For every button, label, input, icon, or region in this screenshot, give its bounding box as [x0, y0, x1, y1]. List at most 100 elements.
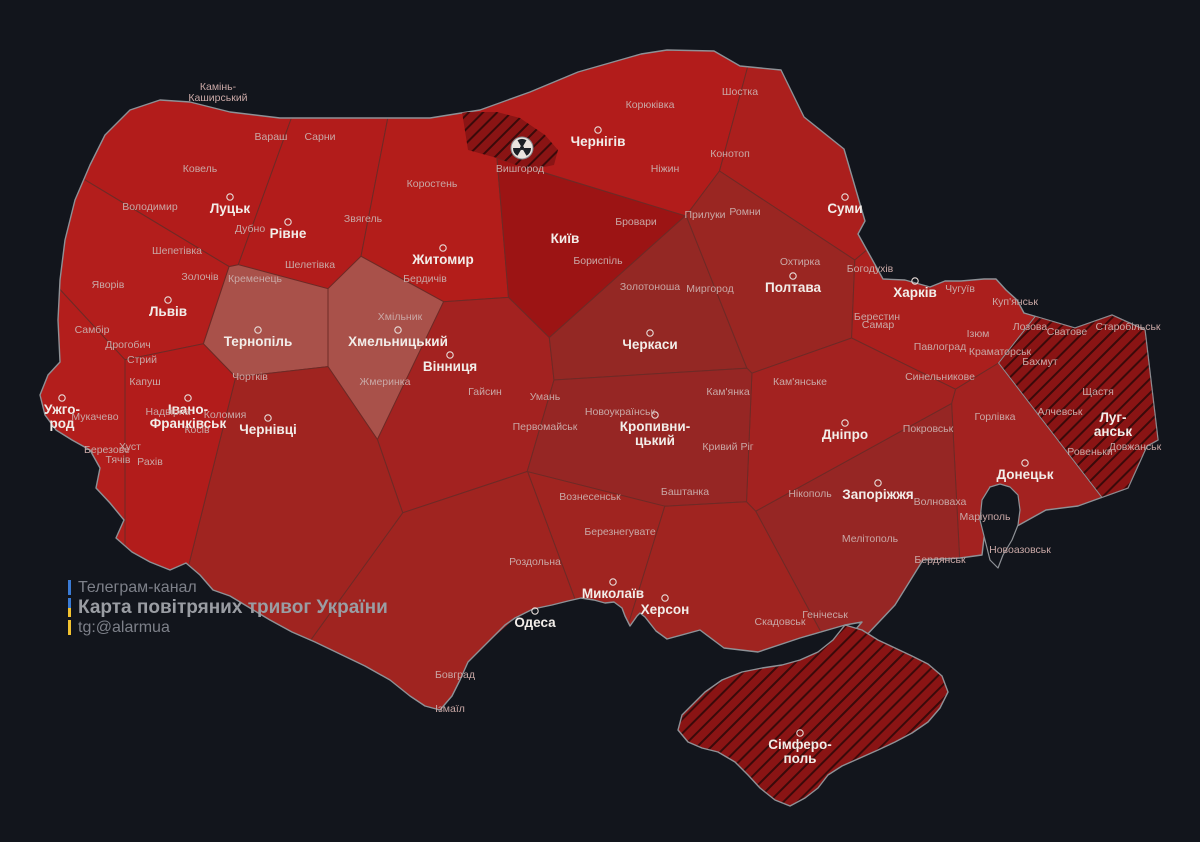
- svg-text:Ніжин: Ніжин: [651, 163, 680, 175]
- svg-text:Коломия: Коломия: [204, 409, 247, 421]
- svg-text:Бовград: Бовград: [435, 669, 475, 681]
- svg-text:Кременець: Кременець: [228, 273, 283, 285]
- svg-text:Шостка: Шостка: [722, 86, 758, 98]
- svg-text:Миргород: Миргород: [686, 283, 733, 295]
- svg-text:Умань: Умань: [530, 391, 561, 403]
- svg-text:Тернопіль: Тернопіль: [224, 334, 293, 349]
- svg-text:Ізмаїл: Ізмаїл: [435, 703, 465, 715]
- svg-text:Новоазовськ: Новоазовськ: [989, 544, 1051, 556]
- svg-text:Кривий Ріг: Кривий Ріг: [702, 441, 753, 453]
- svg-text:Алчевськ: Алчевськ: [1038, 406, 1083, 418]
- svg-text:Бориспіль: Бориспіль: [573, 255, 623, 267]
- svg-text:Харків: Харків: [893, 285, 937, 300]
- svg-text:Мелітополь: Мелітополь: [842, 533, 899, 545]
- svg-text:Скадовськ: Скадовськ: [755, 616, 806, 628]
- svg-text:Маріуполь: Маріуполь: [959, 511, 1011, 523]
- svg-text:Косів: Косів: [184, 424, 210, 436]
- svg-text:Генічеськ: Генічеськ: [802, 609, 848, 621]
- svg-text:Сарни: Сарни: [304, 131, 335, 143]
- svg-text:Херсон: Херсон: [641, 602, 690, 617]
- svg-text:Вінниця: Вінниця: [423, 359, 477, 374]
- svg-text:Надвірна: Надвірна: [146, 406, 191, 418]
- svg-text:Горлівка: Горлівка: [974, 411, 1015, 423]
- svg-text:Львів: Львів: [149, 304, 187, 319]
- svg-text:Чернігів: Чернігів: [571, 134, 626, 149]
- svg-text:Синельникове: Синельникове: [905, 371, 975, 383]
- svg-text:анськ: анськ: [1094, 424, 1132, 439]
- svg-text:Ізюм: Ізюм: [967, 328, 990, 340]
- svg-text:Богодухів: Богодухів: [847, 263, 894, 275]
- svg-text:Луцьк: Луцьк: [210, 201, 251, 216]
- svg-text:поль: поль: [784, 751, 817, 766]
- svg-text:Золочів: Золочів: [181, 271, 219, 283]
- svg-text:Волноваха: Волноваха: [914, 496, 967, 508]
- svg-text:Рахів: Рахів: [137, 456, 163, 468]
- svg-text:Київ: Київ: [551, 231, 580, 246]
- svg-text:Ковель: Ковель: [183, 163, 218, 175]
- svg-text:Кам'янка: Кам'янка: [706, 386, 749, 398]
- svg-text:Чугуїв: Чугуїв: [945, 283, 975, 295]
- svg-text:Вишгород: Вишгород: [496, 163, 544, 175]
- svg-text:Рівне: Рівне: [270, 226, 307, 241]
- svg-text:Сімферо-: Сімферо-: [768, 737, 831, 752]
- svg-text:Самар: Самар: [862, 319, 895, 331]
- svg-text:Луг-: Луг-: [1099, 410, 1126, 425]
- svg-text:Конотоп: Конотоп: [710, 148, 750, 160]
- svg-text:Самбір: Самбір: [75, 324, 110, 336]
- svg-text:Бровари: Бровари: [615, 216, 657, 228]
- svg-text:Прилуки: Прилуки: [684, 209, 725, 221]
- svg-text:Куп'янськ: Куп'янськ: [992, 296, 1038, 308]
- svg-text:Золотоноша: Золотоноша: [620, 281, 680, 293]
- svg-text:Звягель: Звягель: [344, 213, 383, 225]
- svg-text:Кропивни-: Кропивни-: [620, 419, 690, 434]
- svg-text:Ромни: Ромни: [729, 206, 760, 218]
- svg-text:Бердянськ: Бердянськ: [914, 554, 966, 566]
- svg-text:Одеса: Одеса: [514, 615, 556, 630]
- svg-text:Вараш: Вараш: [255, 131, 288, 143]
- svg-text:цький: цький: [635, 433, 675, 448]
- svg-text:Хуст: Хуст: [119, 441, 141, 453]
- svg-text:Миколаїв: Миколаїв: [582, 586, 644, 601]
- svg-text:Хмельницький: Хмельницький: [348, 334, 448, 349]
- svg-text:Дубно: Дубно: [235, 223, 266, 235]
- svg-text:Володимир: Володимир: [122, 201, 178, 213]
- svg-text:Старобільськ: Старобільськ: [1095, 321, 1160, 333]
- svg-text:Коростень: Коростень: [407, 178, 458, 190]
- svg-text:Мукачево: Мукачево: [71, 411, 118, 423]
- svg-text:Первомайськ: Первомайськ: [513, 421, 578, 433]
- svg-text:Чернівці: Чернівці: [239, 422, 297, 437]
- svg-text:Березнегувате: Березнегувате: [584, 526, 655, 538]
- svg-text:Яворів: Яворів: [92, 279, 125, 291]
- svg-text:Стрий: Стрий: [127, 354, 157, 366]
- svg-text:Бердичів: Бердичів: [403, 273, 447, 285]
- svg-text:Гайсин: Гайсин: [468, 386, 502, 398]
- svg-text:Павлоград: Павлоград: [914, 341, 966, 353]
- svg-text:Лозова: Лозова: [1013, 321, 1048, 333]
- svg-text:Тячів: Тячів: [106, 454, 131, 466]
- svg-text:Баштанка: Баштанка: [661, 486, 709, 498]
- svg-text:Дніпро: Дніпро: [822, 427, 868, 442]
- svg-text:Шепетівка: Шепетівка: [152, 245, 202, 257]
- svg-text:Кам'янське: Кам'янське: [773, 376, 827, 388]
- svg-text:Новоукраїнськ: Новоукраїнськ: [585, 406, 656, 418]
- svg-text:Чортків: Чортків: [232, 371, 268, 383]
- svg-text:Сватове: Сватове: [1047, 326, 1088, 338]
- svg-text:Бахмут: Бахмут: [1022, 356, 1058, 368]
- svg-text:Черкаси: Черкаси: [622, 337, 677, 352]
- svg-text:Запоріжжя: Запоріжжя: [842, 487, 913, 502]
- svg-text:Суми: Суми: [827, 201, 862, 216]
- svg-text:Жмеринка: Жмеринка: [360, 376, 411, 388]
- svg-text:Шелетівка: Шелетівка: [285, 259, 335, 271]
- svg-text:Довжанськ: Довжанськ: [1109, 441, 1162, 453]
- svg-text:Корюківка: Корюківка: [626, 99, 675, 111]
- svg-text:Роздольна: Роздольна: [509, 556, 561, 568]
- svg-text:Покровськ: Покровськ: [903, 423, 954, 435]
- svg-text:Хмільник: Хмільник: [378, 311, 423, 323]
- svg-text:Капуш: Капуш: [129, 376, 160, 388]
- svg-text:Донецьк: Донецьк: [996, 467, 1053, 482]
- svg-text:Охтирка: Охтирка: [780, 256, 821, 268]
- svg-text:Щастя: Щастя: [1082, 386, 1114, 398]
- svg-text:Дрогобич: Дрогобич: [105, 339, 151, 351]
- svg-text:Ровеньки: Ровеньки: [1067, 446, 1113, 458]
- svg-text:Полтава: Полтава: [765, 280, 821, 295]
